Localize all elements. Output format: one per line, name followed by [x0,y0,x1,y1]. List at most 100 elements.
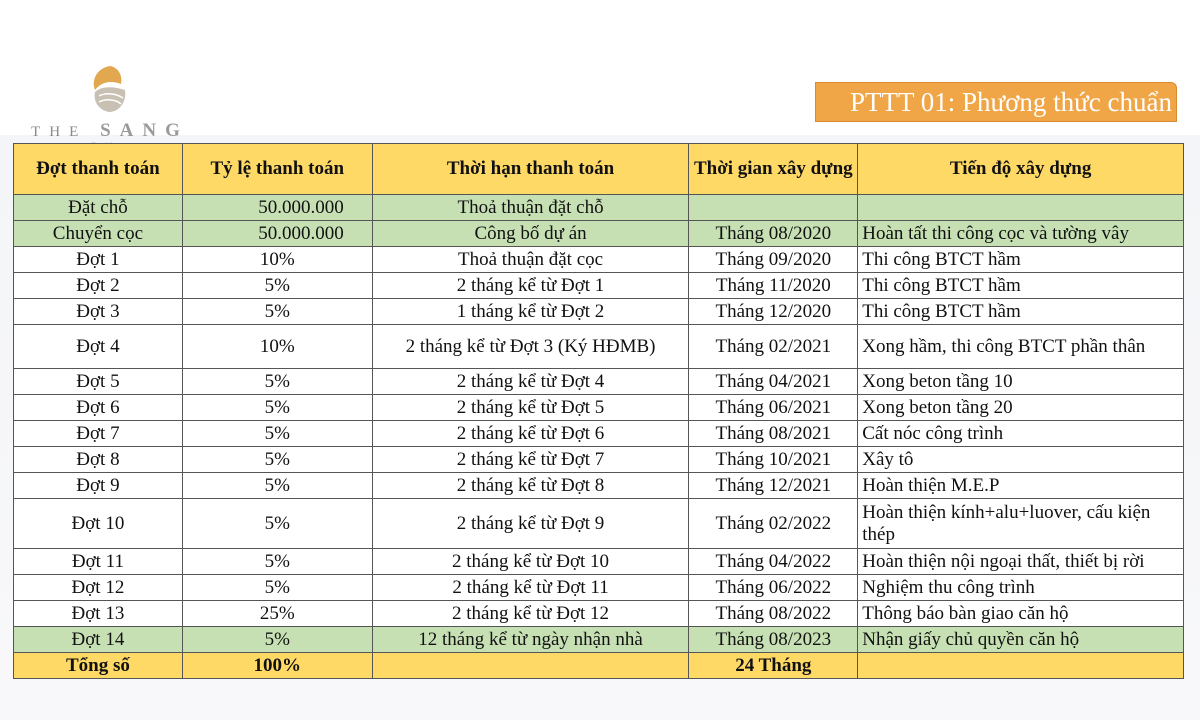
cell-rate: 10% [181,324,373,369]
cell-progress: Nghiệm thu công trình [857,574,1184,601]
total-cell-installment: Tổng số [13,652,183,679]
total-cell-rate: 100% [181,652,373,679]
cell-build-time: Tháng 10/2021 [688,446,859,473]
cell-build-time: Tháng 06/2021 [688,394,859,421]
cell-rate: 5% [181,368,373,395]
cell-installment: Đợt 3 [13,298,183,325]
table-row: Đợt 12 5% 2 tháng kể từ Đợt 11 Tháng 06/202… [13,574,1184,601]
table-row: Đợt 4 10% 2 tháng kể từ Đợt 3 (Ký HĐMB) Thá… [13,324,1184,369]
table-row: Đợt 5 5% 2 tháng kể từ Đợt 4 Tháng 04/2021 X… [13,368,1184,395]
cell-deadline: 2 tháng kể từ Đợt 6 [371,420,690,447]
cell-progress [857,194,1184,221]
table-row: Chuyển cọc 50.000.000 Công bố dự án Tháng 0… [13,220,1184,247]
table-row: Đợt 3 5% 1 tháng kể từ Đợt 2 Tháng 12/2020 T… [13,298,1184,325]
cell-rate: 5% [181,272,373,299]
table-row: Đợt 9 5% 2 tháng kể từ Đợt 8 Tháng 12/2021 H… [13,472,1184,499]
header-build-time: Thời gian xây dựng [688,143,859,195]
cell-build-time: Tháng 08/2022 [688,600,859,627]
table-row: Đợt 13 25% 2 tháng kể từ Đợt 12 Tháng 08/20… [13,600,1184,627]
cell-build-time: Tháng 02/2022 [688,498,859,549]
header-rate: Tỷ lệ thanh toán [181,143,373,195]
cell-rate: 5% [181,472,373,499]
table-row: Đợt 1 10% Thoả thuận đặt cọc Tháng 09/2020 … [13,246,1184,273]
cell-deadline: 2 tháng kể từ Đợt 5 [371,394,690,421]
cell-deadline: 1 tháng kể từ Đợt 2 [371,298,690,325]
cell-rate: 5% [181,298,373,325]
cell-deadline: 2 tháng kể từ Đợt 1 [371,272,690,299]
cell-rate: 5% [181,394,373,421]
table-header-row: Đợt thanh toán Tỷ lệ thanh toán Thời hạn… [13,143,1184,195]
cell-progress: Thông báo bàn giao căn hộ [857,600,1184,627]
cell-build-time: Tháng 08/2021 [688,420,859,447]
cell-deadline: 2 tháng kể từ Đợt 12 [371,600,690,627]
cell-installment: Đợt 7 [13,420,183,447]
cell-deadline: 2 tháng kể từ Đợt 10 [371,548,690,575]
table-row: Đợt 7 5% 2 tháng kể từ Đợt 6 Tháng 08/2021 C… [13,420,1184,447]
total-row: Tổng số 100% 24 Tháng [13,652,1184,679]
cell-installment: Đợt 8 [13,446,183,473]
cell-installment: Chuyển cọc [13,220,183,247]
header-installment: Đợt thanh toán [13,143,183,195]
cell-progress: Xong beton tầng 20 [857,394,1184,421]
cell-installment: Đợt 12 [13,574,183,601]
cell-progress: Hoàn thiện kính+alu+luover, cấu kiện thé… [857,498,1184,549]
cell-build-time: Tháng 12/2021 [688,472,859,499]
cell-deadline: 12 tháng kể từ ngày nhận nhà [371,626,690,653]
cell-installment: Đợt 1 [13,246,183,273]
total-cell-deadline [371,652,690,679]
cell-installment: Đợt 5 [13,368,183,395]
cell-progress: Thi công BTCT hầm [857,272,1184,299]
cell-installment: Đợt 14 [13,626,183,653]
cell-progress: Xong beton tầng 10 [857,368,1184,395]
table-row: Đặt chỗ 50.000.000 Thoả thuận đặt chỗ [13,194,1184,221]
cell-installment: Đợt 11 [13,548,183,575]
table-row: Đợt 10 5% 2 tháng kể từ Đợt 9 Tháng 02/2022… [13,498,1184,549]
cell-deadline: 2 tháng kể từ Đợt 9 [371,498,690,549]
cell-installment: Đợt 13 [13,600,183,627]
total-cell-progress [857,652,1184,679]
cell-progress: Cất nóc công trình [857,420,1184,447]
cell-installment: Đợt 9 [13,472,183,499]
cell-deadline: 2 tháng kể từ Đợt 7 [371,446,690,473]
header-deadline: Thời hạn thanh toán [371,143,690,195]
cell-installment: Đặt chỗ [13,194,183,221]
cell-build-time: Tháng 08/2023 [688,626,859,653]
payment-schedule-table: Đợt thanh toán Tỷ lệ thanh toán Thời hạn… [13,143,1184,679]
header-progress: Tiến độ xây dựng [857,143,1184,195]
cell-build-time [688,194,859,221]
cell-rate: 5% [181,548,373,575]
cell-build-time: Tháng 11/2020 [688,272,859,299]
cell-installment: Đợt 6 [13,394,183,421]
cell-installment: Đợt 4 [13,324,183,369]
total-cell-build-time: 24 Tháng [688,652,859,679]
cell-rate: 5% [181,498,373,549]
cell-progress: Thi công BTCT hầm [857,246,1184,273]
cell-deadline: 2 tháng kể từ Đợt 3 (Ký HĐMB) [371,324,690,369]
cell-deadline: Công bố dự án [371,220,690,247]
cell-rate: 50.000.000 [181,220,373,247]
logo-shell-icon [93,66,126,112]
table-row: Đợt 6 5% 2 tháng kể từ Đợt 5 Tháng 06/2021 X… [13,394,1184,421]
table-row: Đợt 8 5% 2 tháng kể từ Đợt 7 Tháng 10/2021 X… [13,446,1184,473]
cell-deadline: Thoả thuận đặt chỗ [371,194,690,221]
table-row: Đợt 14 5% 12 tháng kể từ ngày nhận nhà Thán… [13,626,1184,653]
cell-build-time: Tháng 04/2022 [688,548,859,575]
logo: THE SANG Residence [30,62,190,151]
table-row: Đợt 2 5% 2 tháng kể từ Đợt 1 Tháng 11/2020 T… [13,272,1184,299]
cell-installment: Đợt 2 [13,272,183,299]
cell-progress: Hoàn thiện nội ngoại thất, thiết bị rời [857,548,1184,575]
cell-rate: 5% [181,446,373,473]
cell-rate: 50.000.000 [181,194,373,221]
cell-deadline: 2 tháng kể từ Đợt 8 [371,472,690,499]
cell-rate: 10% [181,246,373,273]
cell-rate: 25% [181,600,373,627]
cell-progress: Nhận giấy chủ quyền căn hộ [857,626,1184,653]
cell-progress: Xây tô [857,446,1184,473]
cell-rate: 5% [181,626,373,653]
cell-deadline: Thoả thuận đặt cọc [371,246,690,273]
cell-build-time: Tháng 09/2020 [688,246,859,273]
cell-build-time: Tháng 12/2020 [688,298,859,325]
plan-title-banner: PTTT 01: Phương thức chuẩn [815,82,1177,122]
cell-progress: Xong hầm, thi công BTCT phần thân [857,324,1184,369]
cell-progress: Thi công BTCT hầm [857,298,1184,325]
